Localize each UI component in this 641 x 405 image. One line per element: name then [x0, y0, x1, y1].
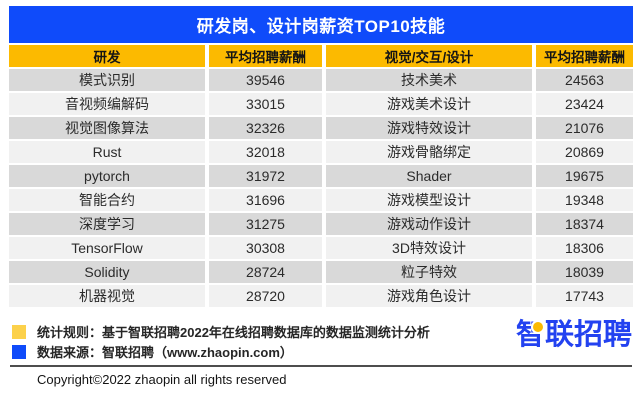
- rd-salary-cell: 31972: [209, 165, 322, 187]
- table-row: pytorch 31972 Shader 19675: [9, 165, 633, 187]
- design-skill-cell: 游戏特效设计: [326, 117, 532, 139]
- rd-skill-cell: 深度学习: [9, 213, 205, 235]
- rd-skill-cell: Solidity: [9, 261, 205, 283]
- design-skill-cell: 3D特效设计: [326, 237, 532, 259]
- rd-skill-cell: pytorch: [9, 165, 205, 187]
- design-skill-cell: 粒子特效: [326, 261, 532, 283]
- rd-skill-cell: Rust: [9, 141, 205, 163]
- design-salary-cell: 20869: [536, 141, 633, 163]
- design-skill-cell: 游戏动作设计: [326, 213, 532, 235]
- design-salary-cell: 18039: [536, 261, 633, 283]
- data-source-text: 数据来源：智联招聘（www.zhaopin.com）: [37, 345, 293, 360]
- rd-salary-cell: 32326: [209, 117, 322, 139]
- blue-square-icon: [12, 344, 26, 359]
- column-header-rd-salary: 平均招聘薪酬: [209, 45, 322, 67]
- stat-rule-note: 统计规则：基于智联招聘2022年在线招聘数据库的数据监测统计分析: [12, 322, 430, 341]
- design-salary-cell: 17743: [536, 285, 633, 307]
- design-skill-cell: 游戏模型设计: [326, 189, 532, 211]
- column-header-rd: 研发: [9, 45, 205, 67]
- design-skill-cell: 游戏角色设计: [326, 285, 532, 307]
- design-salary-cell: 19348: [536, 189, 633, 211]
- design-salary-cell: 24563: [536, 69, 633, 91]
- table-row: 深度学习 31275 游戏动作设计 18374: [9, 213, 633, 235]
- rd-skill-cell: 视觉图像算法: [9, 117, 205, 139]
- salary-table: 研发 平均招聘薪酬 视觉/交互/设计 平均招聘薪酬 模式识别 39546 技术美…: [9, 45, 633, 307]
- rd-salary-cell: 28720: [209, 285, 322, 307]
- logo-dot-icon: [532, 322, 543, 332]
- rd-salary-cell: 33015: [209, 93, 322, 115]
- rd-skill-cell: 模式识别: [9, 69, 205, 91]
- design-skill-cell: 游戏美术设计: [326, 93, 532, 115]
- table-row: 视觉图像算法 32326 游戏特效设计 21076: [9, 117, 633, 139]
- rd-salary-cell: 32018: [209, 141, 322, 163]
- rd-skill-cell: 机器视觉: [9, 285, 205, 307]
- column-header-design: 视觉/交互/设计: [326, 45, 532, 67]
- rd-salary-cell: 39546: [209, 69, 322, 91]
- rd-skill-cell: 智能合约: [9, 189, 205, 211]
- data-source-note: 数据来源：智联招聘（www.zhaopin.com）: [12, 342, 293, 361]
- design-salary-cell: 19675: [536, 165, 633, 187]
- design-salary-cell: 21076: [536, 117, 633, 139]
- table-row: Rust 32018 游戏骨骼绑定 20869: [9, 141, 633, 163]
- design-salary-cell: 18374: [536, 213, 633, 235]
- rd-salary-cell: 31696: [209, 189, 322, 211]
- rd-skill-cell: 音视频编解码: [9, 93, 205, 115]
- footer-divider: [10, 365, 632, 367]
- design-salary-cell: 18306: [536, 237, 633, 259]
- table-row: 智能合约 31696 游戏模型设计 19348: [9, 189, 633, 211]
- zhaopin-logo: 智联招聘: [516, 321, 632, 350]
- page-title: 研发岗、设计岗薪资TOP10技能: [9, 6, 633, 43]
- copyright-text: Copyright©2022 zhaopin all rights reserv…: [37, 372, 287, 387]
- column-header-design-salary: 平均招聘薪酬: [536, 45, 633, 67]
- design-skill-cell: 游戏骨骼绑定: [326, 141, 532, 163]
- table-row: Solidity 28724 粒子特效 18039: [9, 261, 633, 283]
- rd-skill-cell: TensorFlow: [9, 237, 205, 259]
- table-row: 模式识别 39546 技术美术 24563: [9, 69, 633, 91]
- table-row: TensorFlow 30308 3D特效设计 18306: [9, 237, 633, 259]
- rd-salary-cell: 30308: [209, 237, 322, 259]
- design-skill-cell: Shader: [326, 165, 532, 187]
- table-header-row: 研发 平均招聘薪酬 视觉/交互/设计 平均招聘薪酬: [9, 45, 633, 67]
- design-salary-cell: 23424: [536, 93, 633, 115]
- rd-salary-cell: 31275: [209, 213, 322, 235]
- design-skill-cell: 技术美术: [326, 69, 532, 91]
- yellow-square-icon: [12, 324, 26, 339]
- table-row: 机器视觉 28720 游戏角色设计 17743: [9, 285, 633, 307]
- stat-rule-text: 统计规则：基于智联招聘2022年在线招聘数据库的数据监测统计分析: [37, 325, 430, 340]
- table-row: 音视频编解码 33015 游戏美术设计 23424: [9, 93, 633, 115]
- rd-salary-cell: 28724: [209, 261, 322, 283]
